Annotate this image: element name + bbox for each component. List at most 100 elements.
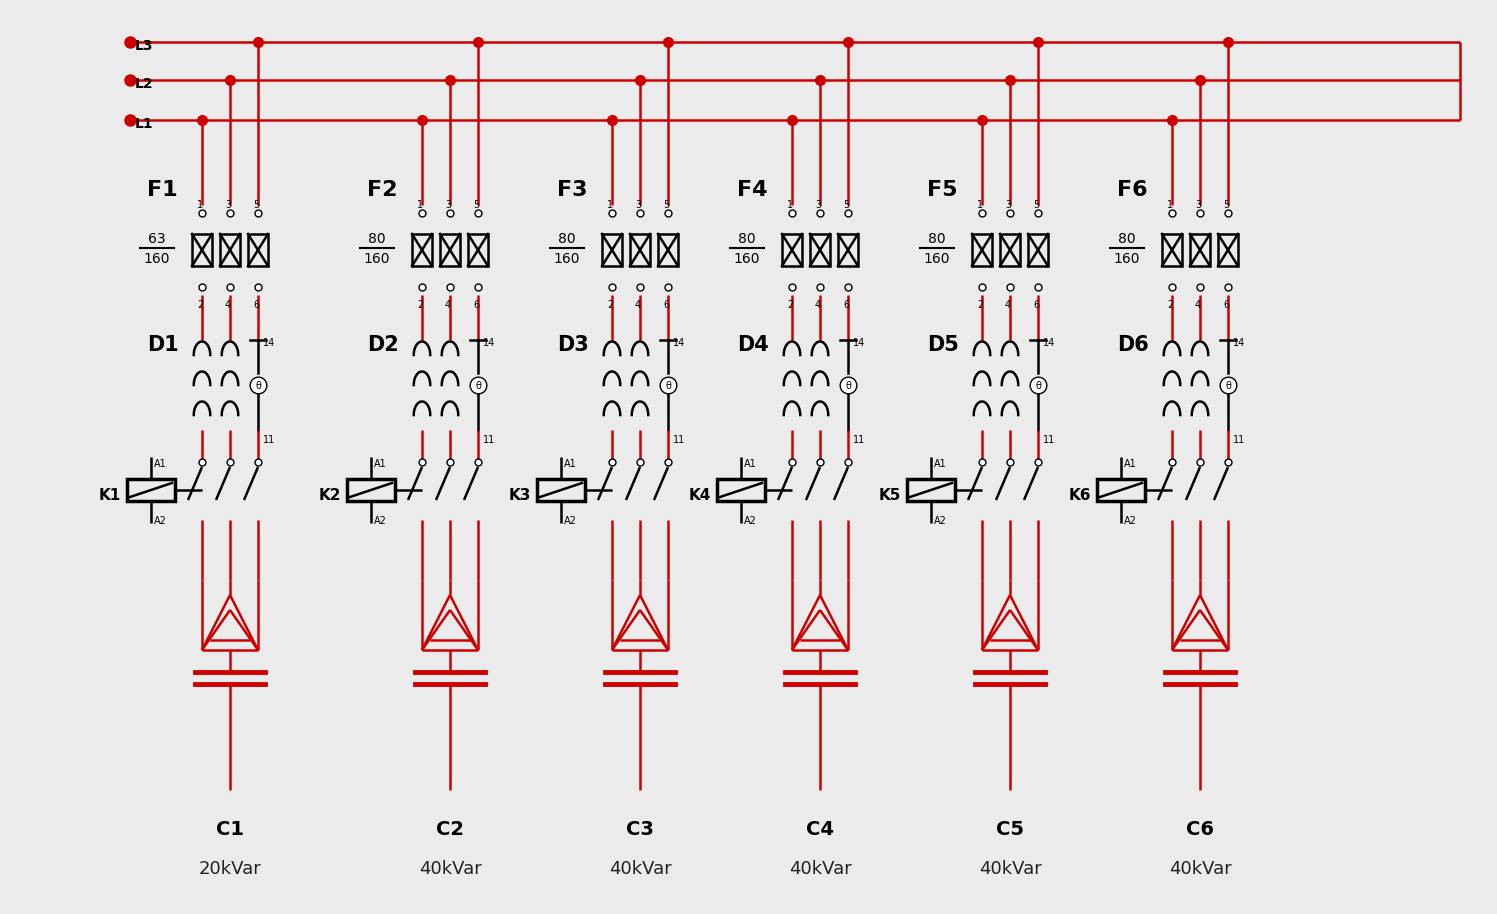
- Text: C5: C5: [996, 820, 1024, 839]
- Bar: [1028, 234, 1048, 266]
- Text: 160: 160: [554, 252, 581, 266]
- Text: 80: 80: [368, 232, 386, 246]
- Bar: [810, 234, 829, 266]
- Text: 160: 160: [364, 252, 391, 266]
- Text: 80: 80: [928, 232, 946, 246]
- Bar: [220, 234, 240, 266]
- Bar: [1097, 479, 1145, 501]
- Text: 63: 63: [148, 232, 166, 246]
- Text: A2: A2: [744, 516, 757, 526]
- Text: A2: A2: [934, 516, 948, 526]
- Text: θ: θ: [475, 381, 481, 391]
- Bar: [717, 479, 765, 501]
- Text: F1: F1: [147, 180, 178, 200]
- Text: 6: 6: [473, 300, 479, 310]
- Text: 4: 4: [1195, 300, 1201, 310]
- Bar: [1162, 234, 1183, 266]
- Text: D2: D2: [367, 335, 398, 355]
- Text: 5: 5: [663, 200, 669, 210]
- Text: 2: 2: [418, 300, 424, 310]
- Text: 40kVar: 40kVar: [1169, 860, 1232, 878]
- Text: A1: A1: [1124, 459, 1136, 469]
- Text: 1: 1: [418, 200, 424, 210]
- Text: 11: 11: [853, 435, 865, 445]
- Text: F5: F5: [927, 180, 958, 200]
- Bar: [347, 479, 395, 501]
- Text: 2: 2: [606, 300, 614, 310]
- Bar: [412, 234, 433, 266]
- Text: K5: K5: [879, 487, 901, 503]
- Bar: [440, 234, 460, 266]
- Text: 11: 11: [1043, 435, 1055, 445]
- Text: 6: 6: [663, 300, 669, 310]
- Text: K2: K2: [319, 487, 341, 503]
- Text: 14: 14: [1234, 338, 1246, 348]
- Bar: [127, 479, 175, 501]
- Bar: [630, 234, 650, 266]
- Text: 14: 14: [1043, 338, 1055, 348]
- Text: 1: 1: [198, 200, 204, 210]
- Text: 6: 6: [253, 300, 259, 310]
- Text: D4: D4: [737, 335, 769, 355]
- Bar: [659, 234, 678, 266]
- Bar: [249, 234, 268, 266]
- Text: 3: 3: [225, 200, 231, 210]
- Text: 160: 160: [144, 252, 171, 266]
- Text: 5: 5: [1033, 200, 1039, 210]
- Text: 1: 1: [978, 200, 984, 210]
- Text: L2: L2: [135, 77, 154, 91]
- Text: 1: 1: [1168, 200, 1174, 210]
- Bar: [537, 479, 585, 501]
- Text: A2: A2: [154, 516, 166, 526]
- Text: 5: 5: [473, 200, 479, 210]
- Text: D3: D3: [557, 335, 588, 355]
- Bar: [192, 234, 213, 266]
- Bar: [781, 234, 802, 266]
- Text: 40kVar: 40kVar: [609, 860, 671, 878]
- Text: 6: 6: [1223, 300, 1229, 310]
- Text: L1: L1: [135, 117, 154, 131]
- Text: 6: 6: [1033, 300, 1039, 310]
- Text: A1: A1: [374, 459, 386, 469]
- Text: 11: 11: [263, 435, 275, 445]
- Text: 4: 4: [635, 300, 641, 310]
- Text: 2: 2: [198, 300, 204, 310]
- Text: 5: 5: [253, 200, 259, 210]
- Text: A1: A1: [564, 459, 576, 469]
- Text: 160: 160: [1114, 252, 1141, 266]
- Text: K4: K4: [689, 487, 711, 503]
- Text: 11: 11: [484, 435, 496, 445]
- Text: A1: A1: [934, 459, 946, 469]
- Text: 40kVar: 40kVar: [789, 860, 852, 878]
- Text: F2: F2: [367, 180, 398, 200]
- Text: 3: 3: [635, 200, 641, 210]
- Text: θ: θ: [1225, 381, 1231, 391]
- Text: θ: θ: [846, 381, 850, 391]
- Text: 1: 1: [787, 200, 793, 210]
- Text: 2: 2: [787, 300, 793, 310]
- Text: F4: F4: [737, 180, 768, 200]
- Text: D6: D6: [1117, 335, 1148, 355]
- Text: C1: C1: [216, 820, 244, 839]
- Text: 3: 3: [1004, 200, 1010, 210]
- Text: 40kVar: 40kVar: [419, 860, 482, 878]
- Text: 11: 11: [674, 435, 686, 445]
- Text: 4: 4: [225, 300, 231, 310]
- Text: L3: L3: [135, 39, 154, 53]
- Text: 4: 4: [1004, 300, 1010, 310]
- Text: 3: 3: [1195, 200, 1201, 210]
- Text: 14: 14: [853, 338, 865, 348]
- Text: C3: C3: [626, 820, 654, 839]
- Text: C2: C2: [436, 820, 464, 839]
- Text: 3: 3: [445, 200, 451, 210]
- Bar: [469, 234, 488, 266]
- Text: 160: 160: [734, 252, 760, 266]
- Bar: [972, 234, 993, 266]
- Text: 80: 80: [738, 232, 756, 246]
- Text: F6: F6: [1117, 180, 1148, 200]
- Bar: [1219, 234, 1238, 266]
- Text: F3: F3: [557, 180, 587, 200]
- Text: D1: D1: [147, 335, 178, 355]
- Text: 5: 5: [1223, 200, 1229, 210]
- Text: K1: K1: [99, 487, 121, 503]
